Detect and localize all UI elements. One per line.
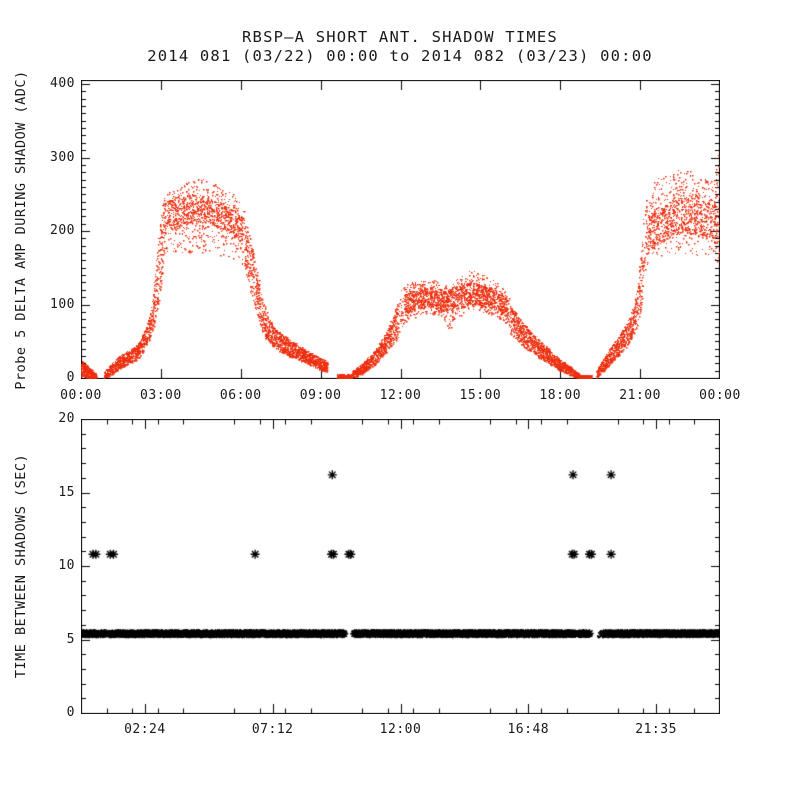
top-x-tick-label: 15:00	[459, 388, 502, 403]
top-y-tick-label: 300	[50, 149, 75, 165]
top-x-tick-label: 09:00	[299, 388, 342, 403]
top-y-tick-label: 100	[50, 296, 75, 312]
top-x-tick-label: 03:00	[140, 388, 182, 403]
bottom-y-tick-label: 20	[58, 411, 75, 426]
top-x-tick-label: 06:00	[219, 388, 262, 403]
top-x-tick-label: 12:00	[379, 388, 422, 403]
bottom-y-tick-label: 0	[66, 705, 75, 720]
top-y-tick-label: 0	[66, 370, 75, 385]
top-y-tick-label: 200	[50, 223, 75, 238]
top-panel-scatter-canvas	[81, 80, 720, 379]
top-x-tick-label: 21:00	[619, 388, 661, 403]
top-x-tick-label: 18:00	[539, 388, 582, 403]
top-x-tick-label: 00:00	[60, 388, 102, 403]
bottom-x-tick-label: 07:12	[251, 722, 294, 737]
bottom-x-tick-label: 02:24	[124, 722, 166, 737]
top-y-tick-label: 400	[50, 76, 75, 91]
bottom-y-tick-label: 15	[58, 484, 75, 500]
bottom-panel-scatter-canvas	[81, 419, 720, 714]
bottom-x-tick-label: 12:00	[379, 722, 422, 737]
top-panel	[81, 80, 720, 379]
bottom-x-tick-label: 21:35	[635, 722, 677, 737]
top-x-tick-label: 00:00	[699, 388, 741, 403]
chart-title: RBSP–A SHORT ANT. SHADOW TIMES	[242, 28, 558, 46]
bottom-panel	[81, 419, 720, 714]
bottom-x-tick-label: 16:48	[507, 722, 550, 737]
bottom-y-tick-label: 5	[66, 631, 75, 647]
chart-subtitle: 2014 081 (03/22) 00:00 to 2014 082 (03/2…	[147, 47, 653, 65]
bottom-y-tick-label: 10	[58, 558, 75, 573]
